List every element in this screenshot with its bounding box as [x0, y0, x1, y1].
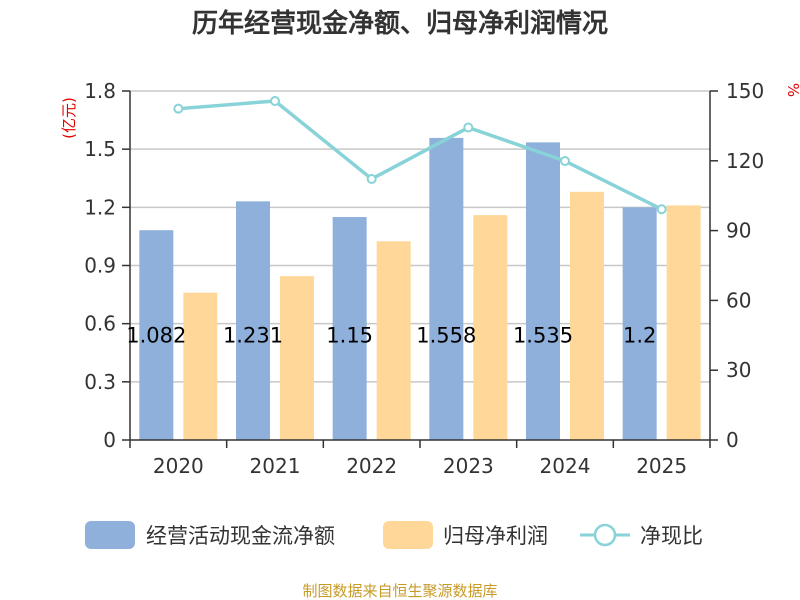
cash-flow-data-label: 1.2 [623, 324, 656, 348]
right-tick-label: 120 [726, 149, 764, 173]
right-tick-label: 60 [726, 288, 751, 312]
cash-flow-data-label: 1.535 [513, 324, 573, 348]
right-tick-label: 30 [726, 358, 751, 382]
left-tick-label: 0 [103, 428, 116, 452]
left-axis-unit: (亿元) [60, 97, 78, 139]
left-tick-label: 1.8 [84, 79, 116, 103]
right-tick-label: 150 [726, 79, 764, 103]
net-profit-bar [570, 191, 604, 440]
left-tick-label: 0.6 [84, 312, 116, 336]
net-profit-bar [666, 205, 701, 440]
right-tick-label: 0 [726, 428, 739, 452]
axes: 0 0.3 0.6 0.9 1.2 1.5 1.8 0 30 60 90 120 150 2020 2021… [84, 79, 764, 478]
cash-flow-data-label: 1.558 [416, 324, 476, 348]
cash-flow-data-label: 1.082 [126, 324, 186, 348]
cash-flow-bar [139, 230, 174, 440]
legend-label-cash-flow: 经营活动现金流净额 [146, 524, 335, 548]
x-tick-label: 2022 [346, 454, 397, 478]
legend-swatch-cash-flow [85, 521, 135, 549]
x-tick-label: 2024 [540, 454, 591, 478]
legend: 经营活动现金流净额 归母净利润 净现比 [85, 521, 703, 549]
legend-label-ratio: 净现比 [640, 524, 703, 548]
cash-flow-bar [236, 201, 270, 440]
cash-flow-bar [526, 142, 560, 440]
ratio-point [173, 103, 184, 114]
left-tick-label: 1.2 [84, 195, 116, 219]
cash-flow-bar [332, 217, 367, 440]
x-tick-label: 2021 [250, 454, 301, 478]
right-axis-unit: % [784, 83, 800, 97]
cash-flow-data-label: 1.15 [326, 324, 373, 348]
cash-flow-bar [622, 207, 657, 440]
bar-series [139, 137, 701, 440]
net-profit-bar [473, 215, 508, 440]
cash-flow-data-label: 1.231 [223, 324, 283, 348]
legend-label-net-profit: 归母净利润 [443, 524, 548, 548]
net-profit-bar [376, 241, 411, 440]
left-tick-label: 1.5 [84, 137, 116, 161]
cash-flow-bar [429, 137, 464, 440]
ratio-line-series [173, 96, 667, 215]
ratio-point [270, 96, 280, 107]
x-tick-label: 2025 [636, 454, 687, 478]
legend-swatch-net-profit [383, 521, 433, 549]
right-tick-label: 90 [726, 219, 751, 243]
net-profit-bar [280, 276, 314, 440]
left-tick-label: 0.3 [84, 370, 116, 394]
ratio-line [178, 99, 663, 211]
legend-marker-ratio [593, 523, 617, 547]
net-profit-bar [183, 292, 218, 440]
ratio-point [366, 173, 377, 184]
x-tick-label: 2023 [443, 454, 494, 478]
chart-title: 历年经营现金净额、归母净利润情况 [192, 8, 608, 39]
ratio-point [560, 156, 570, 167]
source-note: 制图数据来自恒生聚源数据库 [302, 582, 497, 600]
left-tick-label: 0.9 [84, 254, 116, 278]
data-labels: 1.082 1.231 1.15 1.558 1.535 1.2 [126, 324, 656, 348]
x-tick-label: 2020 [153, 454, 204, 478]
ratio-point [463, 122, 474, 133]
ratio-point [656, 204, 667, 215]
grid-lines [130, 90, 710, 383]
